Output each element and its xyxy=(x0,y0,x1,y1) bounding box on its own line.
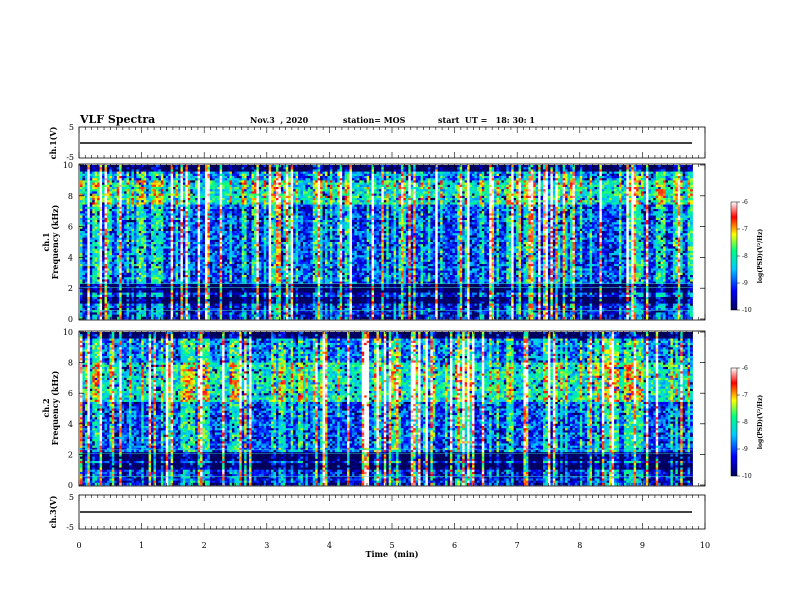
ch3-ylabel: ch.3(V) xyxy=(48,495,58,528)
ch2-spectrogram-image xyxy=(80,332,693,485)
time-tick-label: 3 xyxy=(264,541,269,550)
colorbar-tick-label: -10 xyxy=(742,307,752,314)
ytick-label: 8 xyxy=(68,359,73,368)
ytick-label: 2 xyxy=(68,450,73,459)
time-tick-label: 7 xyxy=(515,541,520,550)
ytick-label: 6 xyxy=(68,223,73,232)
date-label: Nov.3 , 2020 xyxy=(250,115,309,125)
start-time-label: start UT = 18: 30: 1 xyxy=(438,115,535,125)
colorbar-tick-label: -6 xyxy=(742,199,748,206)
ch2-spec-ylabel-freq: Frequency (kHz) xyxy=(50,370,60,445)
station-label: station= MOS xyxy=(343,115,406,125)
colorbar-tick-label: -8 xyxy=(742,419,748,426)
ytick-label: 0 xyxy=(68,481,73,490)
time-tick-label: 9 xyxy=(640,541,645,550)
ytick-label: 2 xyxy=(68,284,73,293)
colorbar-tick-label: -7 xyxy=(742,392,748,399)
ch2-colorbar-label: log(PSD)(V²/Hz) xyxy=(757,395,764,450)
ytick-label: 4 xyxy=(68,420,73,429)
colorbar-tick-label: -9 xyxy=(742,446,748,453)
ytick-label: 8 xyxy=(68,192,73,201)
figure-title: VLF Spectra xyxy=(79,113,155,126)
ch1-ytick-top: 5 xyxy=(69,123,74,132)
ch3-ytick-top: 5 xyxy=(69,493,74,502)
ch1-spec-ylabel-freq: Frequency (kHz) xyxy=(50,204,60,279)
ch3-waveform-panel: 5 -5 ch.3(V) xyxy=(48,493,705,532)
ytick-label: 10 xyxy=(63,161,73,170)
time-tick-label: 1 xyxy=(139,541,144,550)
colorbar-tick-label: -9 xyxy=(742,280,748,287)
time-tick-label: 0 xyxy=(76,541,81,550)
time-axis-label: Time (min) xyxy=(365,549,418,559)
ch1-spectrogram-image xyxy=(80,165,693,319)
time-tick-label: 4 xyxy=(327,541,332,550)
ch1-ylabel: ch.1(V) xyxy=(48,126,58,159)
colorbar-tick-label: -10 xyxy=(742,473,752,480)
time-tick-label: 6 xyxy=(452,541,457,550)
ch1-colorbar-label: log(PSD)(V²/Hz) xyxy=(757,229,764,284)
ytick-label: 6 xyxy=(68,389,73,398)
time-tick-label: 10 xyxy=(700,541,710,550)
ch2-colorbar: -6 -7 -8 -9 -10 log(PSD)(V²/Hz) xyxy=(731,365,764,480)
ch1-colorbar: -6 -7 -8 -9 -10 log(PSD)(V²/Hz) xyxy=(731,199,764,314)
ytick-label: 4 xyxy=(68,253,73,262)
ytick-label: 10 xyxy=(63,328,73,337)
ch3-ytick-bottom: -5 xyxy=(66,523,74,532)
time-tick-label: 8 xyxy=(577,541,582,550)
colorbar-tick-label: -6 xyxy=(742,365,748,372)
time-tick-label: 2 xyxy=(202,541,207,550)
ytick-label: 0 xyxy=(68,315,73,324)
ch1-waveform-panel: 5 -5 ch.1(V) xyxy=(48,123,705,162)
colorbar-tick-label: -8 xyxy=(742,253,748,260)
colorbar-tick-label: -7 xyxy=(742,226,748,233)
